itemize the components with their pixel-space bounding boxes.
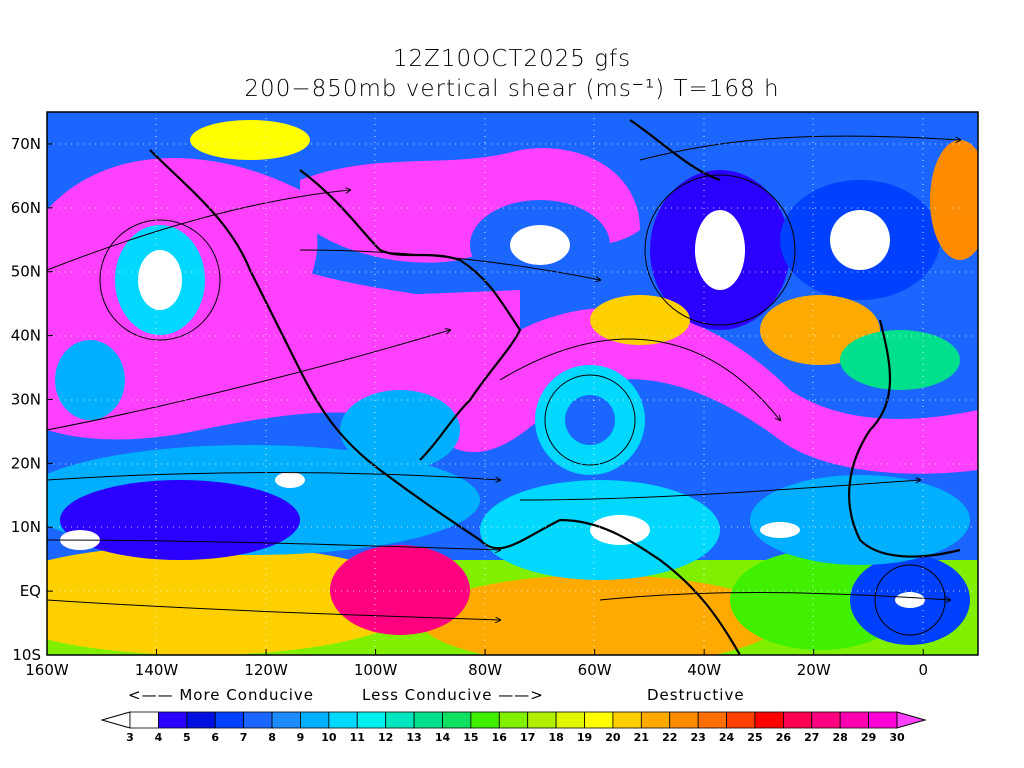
y-tick-label: 30N: [11, 390, 41, 408]
y-tick-label: 50N: [11, 263, 41, 281]
y-tick-label: EQ: [20, 582, 41, 600]
grid: [47, 112, 978, 655]
destructive-label: Destructive: [647, 686, 745, 704]
x-tick-label: 160W: [25, 661, 69, 679]
chart-title: 12Z10OCT2025 gfs: [392, 46, 632, 72]
y-tick-label: 20N: [11, 454, 41, 472]
y-tick-label: 70N: [11, 135, 41, 153]
streamlines: [47, 135, 960, 636]
x-tick-label: 120W: [244, 661, 288, 679]
y-tick-label: 10N: [11, 518, 41, 536]
x-tick-label: 100W: [354, 661, 398, 679]
y-tick-label: 60N: [11, 199, 41, 217]
map-frame: [46, 111, 979, 656]
x-tick-label: 0: [918, 661, 928, 679]
y-axis-labels: 70N 60N 50N 40N 30N 20N 10N EQ 10S: [11, 135, 53, 664]
x-tick-label: 40W: [687, 661, 721, 679]
y-tick-label: 40N: [11, 327, 41, 345]
x-tick-label: 140W: [135, 661, 179, 679]
map-field: [47, 112, 978, 655]
y-tick-label: 10S: [12, 646, 41, 664]
x-tick-label: 80W: [468, 661, 502, 679]
shear-field: [47, 120, 978, 655]
coastlines: [149, 119, 961, 655]
x-tick-label: 20W: [797, 661, 831, 679]
more-conducive-label: <—— More Conducive: [128, 686, 314, 704]
chart-subtitle: 200−850mb vertical shear (ms⁻¹) T=168 h: [244, 76, 780, 102]
x-tick-label: 60W: [578, 661, 612, 679]
less-conducive-label: Less Conducive ——>: [362, 686, 544, 704]
x-axis-labels: 160W 140W 120W 100W 80W 60W 40W 20W 0: [25, 649, 928, 679]
